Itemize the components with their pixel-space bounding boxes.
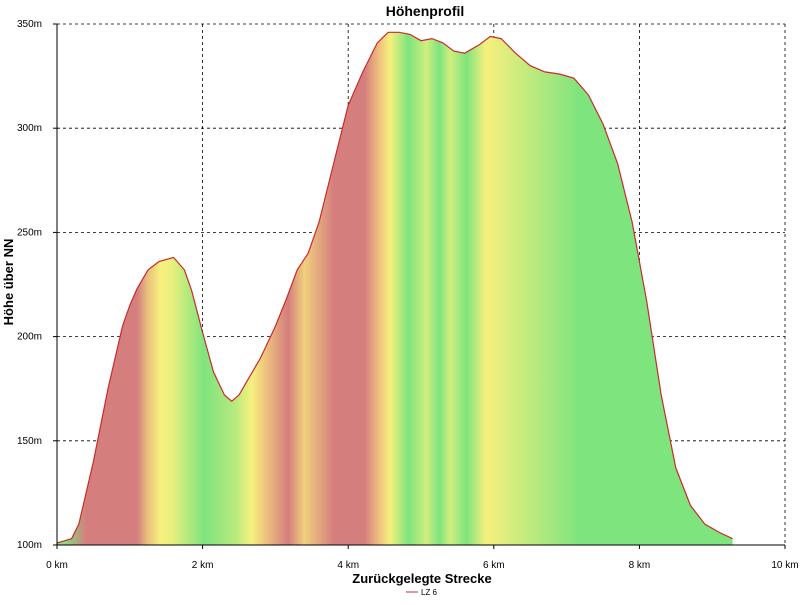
x-tick-label: 2 km <box>192 560 214 571</box>
legend: LZ 6 <box>406 588 438 597</box>
x-tick-label: 0 km <box>46 560 68 571</box>
y-tick-label: 150m <box>17 436 42 447</box>
y-tick-label: 100m <box>17 540 42 551</box>
y-tick-label: 300m <box>17 123 42 134</box>
y-tick-label: 200m <box>17 332 42 343</box>
x-axis-title: Zurückgelegte Strecke <box>352 571 491 586</box>
x-tick-label: 6 km <box>483 560 505 571</box>
x-tick-label: 8 km <box>629 560 651 571</box>
y-tick-label: 350m <box>17 19 42 30</box>
area-layer <box>57 32 733 545</box>
legend-label: LZ 6 <box>421 588 438 597</box>
x-tick-label: 10 km <box>771 560 798 571</box>
y-axis-title: Höhe über NN <box>1 239 16 326</box>
y-tick-label: 250m <box>17 227 42 238</box>
chart-title: Höhenprofil <box>386 3 465 19</box>
elevation-area <box>57 32 733 545</box>
x-tick-label: 4 km <box>337 560 359 571</box>
